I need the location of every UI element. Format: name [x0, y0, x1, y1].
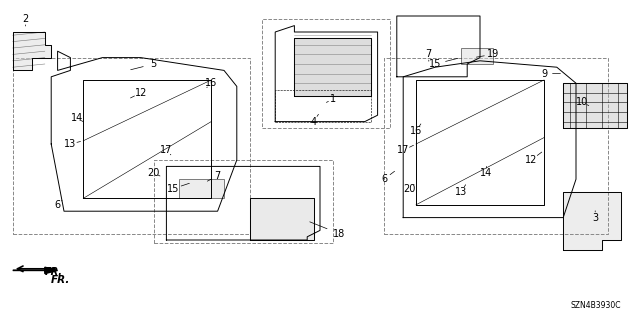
Text: 10: 10 — [576, 97, 589, 108]
Text: 17: 17 — [160, 145, 173, 156]
Text: 7: 7 — [214, 171, 221, 181]
Text: 5: 5 — [150, 59, 157, 69]
Text: 13: 13 — [454, 187, 467, 197]
Text: 14: 14 — [70, 113, 83, 124]
Text: 7: 7 — [426, 49, 432, 60]
Text: 14: 14 — [480, 168, 493, 178]
Bar — [461, 48, 493, 64]
Text: 9: 9 — [541, 68, 547, 79]
Text: 12: 12 — [134, 88, 147, 98]
Polygon shape — [563, 83, 627, 128]
Text: FR.: FR. — [45, 267, 63, 277]
Text: 16: 16 — [205, 78, 218, 88]
Text: 3: 3 — [592, 212, 598, 223]
Text: 6: 6 — [54, 200, 61, 210]
Text: 13: 13 — [64, 139, 77, 149]
Text: 15: 15 — [429, 59, 442, 69]
Polygon shape — [563, 192, 621, 250]
Text: 15: 15 — [166, 184, 179, 194]
Bar — [179, 179, 224, 198]
Text: 2: 2 — [22, 14, 29, 24]
Text: 6: 6 — [381, 174, 387, 184]
Text: SZN4B3930C: SZN4B3930C — [570, 301, 621, 310]
Polygon shape — [250, 198, 314, 240]
Polygon shape — [13, 267, 58, 274]
Text: 17: 17 — [397, 145, 410, 156]
Polygon shape — [13, 32, 51, 70]
Text: 20: 20 — [403, 184, 416, 194]
Text: 1: 1 — [330, 94, 336, 104]
Text: 4: 4 — [310, 116, 317, 127]
Text: 12: 12 — [525, 155, 538, 165]
Text: 19: 19 — [486, 49, 499, 60]
Polygon shape — [294, 38, 371, 96]
Text: 20: 20 — [147, 168, 160, 178]
Text: 18: 18 — [333, 228, 346, 239]
Text: FR.: FR. — [51, 275, 70, 285]
Text: 16: 16 — [410, 126, 422, 136]
